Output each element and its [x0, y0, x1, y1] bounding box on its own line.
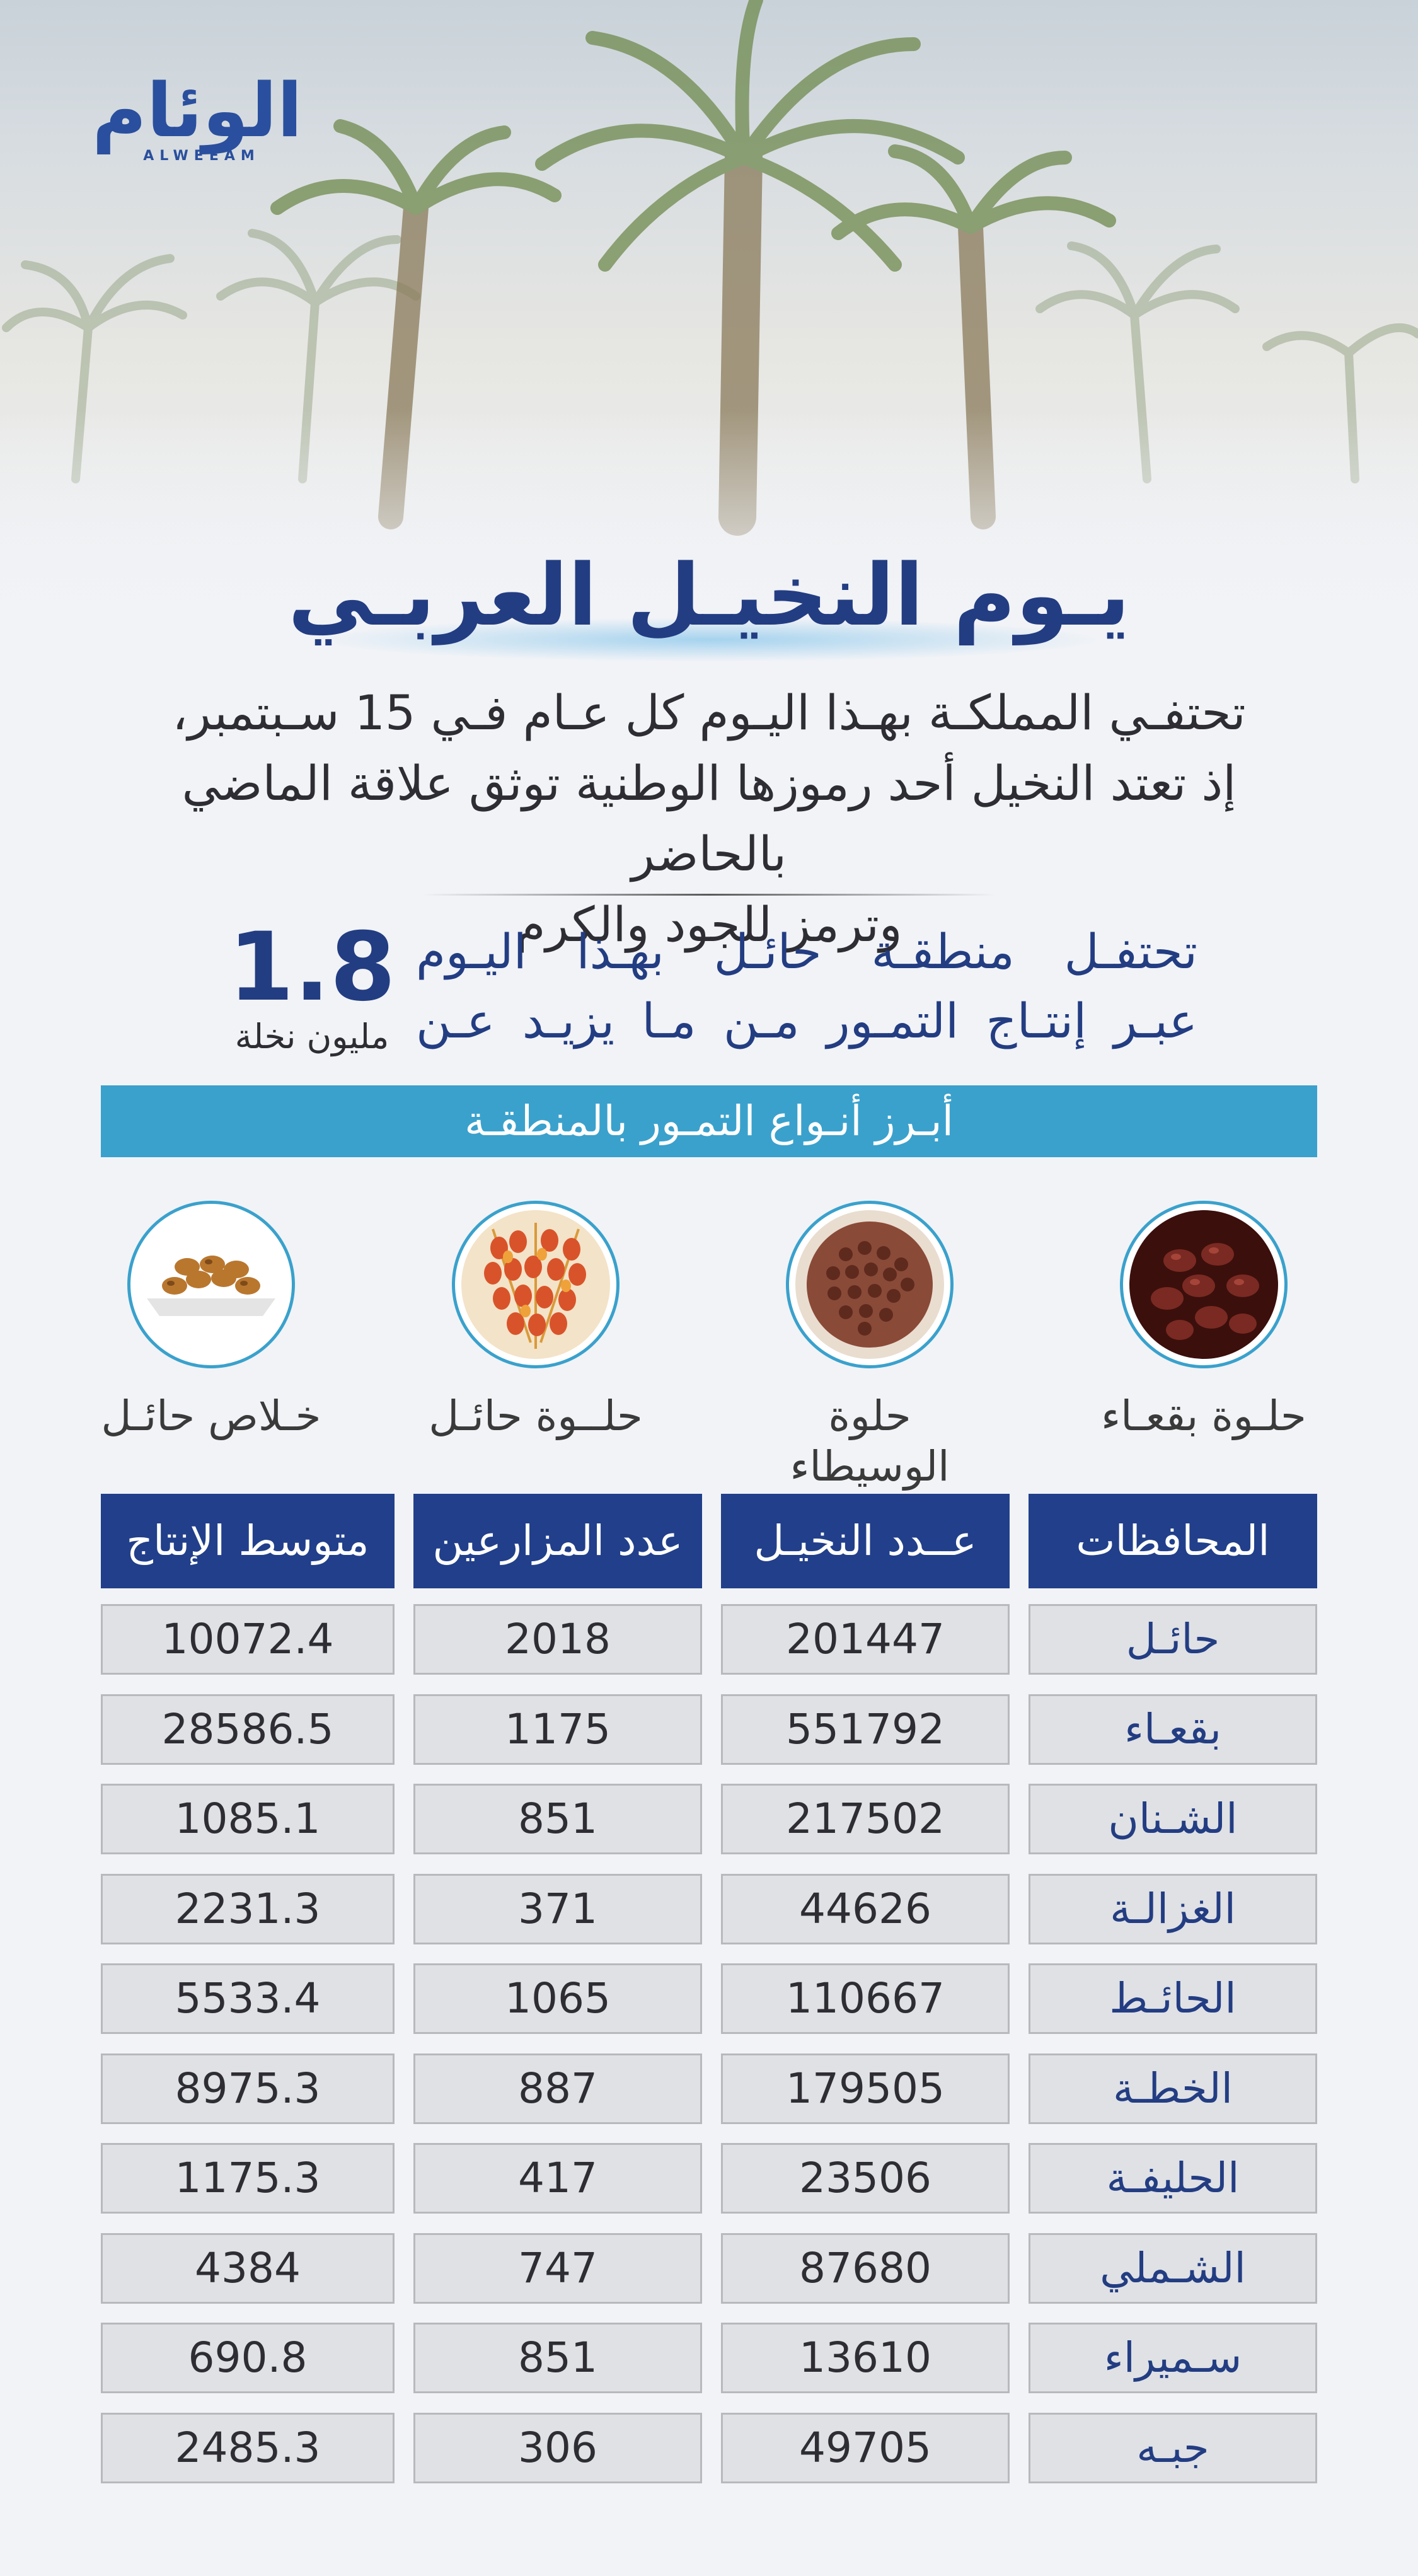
logo-arabic-text: الوئام: [92, 67, 303, 154]
cell-governorate: حائـل: [1029, 1604, 1317, 1675]
cell-avg-production: 2485.3: [101, 2412, 395, 2483]
cell-governorate: الشـملي: [1029, 2232, 1317, 2304]
cell-farmers: 747: [413, 2232, 702, 2304]
dates-bowl-icon: [1120, 1201, 1288, 1368]
variety-item: خـلاص حائـل: [85, 1201, 337, 1441]
page-title: يـوم النخيـل العربـي: [287, 546, 1131, 645]
varieties-section-title: أبـرز أنـواع التمـور بالمنطقـة: [101, 1085, 1317, 1157]
cell-avg-production: 1175.3: [101, 2143, 395, 2214]
cell-farmers: 887: [413, 2053, 702, 2124]
intro-line: تحتفـي المملكـة بهـذا اليـوم كل عـام فـي…: [172, 684, 1246, 741]
cell-governorate: الغزالـة: [1029, 1873, 1317, 1944]
cell-avg-production: 690.8: [101, 2323, 395, 2393]
cell-governorate: بقعـاء: [1029, 1694, 1317, 1765]
cell-palm-count: 87680: [721, 2232, 1010, 2304]
variety-name: حلــوة حائـل: [429, 1392, 643, 1440]
variety-name: حلوة الوسيطاء: [790, 1392, 950, 1491]
variety-name: خـلاص حائـل: [101, 1392, 321, 1440]
table-header-avg-production: متوسط الإنتاج: [101, 1494, 395, 1588]
stat-value: 1.8: [228, 913, 396, 1022]
hail-statement: تحتفـل منطقـة حائـل بهـذا اليـوم عبـر إن…: [416, 917, 1197, 1056]
cell-avg-production: 8975.3: [101, 2053, 395, 2124]
cell-avg-production: 1085.1: [101, 1784, 395, 1854]
table-header-governorates: المحافظات: [1029, 1494, 1317, 1588]
cell-palm-count: 44626: [721, 1873, 1010, 1944]
cell-governorate: الخطـة: [1029, 2053, 1317, 2124]
hail-line: عبـر إنتـاج التمـور مـن مـا يزيـد عـن: [416, 993, 1197, 1049]
variety-item: حلـوة بقعـاء: [1078, 1201, 1330, 1441]
dates-bunch-icon: [452, 1201, 620, 1368]
cell-farmers: 851: [413, 2323, 702, 2393]
dates-plate-icon: [127, 1201, 295, 1368]
hero-palm-image: [0, 0, 1418, 630]
cell-governorate: الحائـط: [1029, 1963, 1317, 2034]
alweeam-logo: الوئام ALWEEAM: [92, 67, 303, 167]
hail-line: تحتفـل منطقـة حائـل بهـذا اليـوم: [416, 923, 1197, 979]
intro-line: وترمز للجود والكرم: [516, 896, 902, 952]
cell-governorate: جبـه: [1029, 2412, 1317, 2483]
cell-avg-production: 2231.3: [101, 1873, 395, 1944]
variety-item: حلــوة حائـل: [410, 1201, 662, 1441]
divider-line: [422, 894, 996, 896]
title-highlight: [315, 618, 1103, 662]
cell-governorate: الشـنان: [1029, 1784, 1317, 1854]
logo-english-text: ALWEEAM: [143, 148, 260, 164]
cell-governorate: سـميراء: [1029, 2323, 1317, 2393]
table-header-palm-count: عــدد النخيـل: [721, 1494, 1010, 1588]
dates-tray-icon: [786, 1201, 954, 1368]
cell-farmers: 306: [413, 2412, 702, 2483]
stat-unit: مليون نخلة: [234, 1017, 389, 1056]
cell-avg-production: 5533.4: [101, 1963, 395, 2034]
cell-farmers: 1065: [413, 1963, 702, 2034]
palm-count-stat: 1.8 مليون نخلة: [224, 917, 400, 1056]
cell-avg-production: 4384: [101, 2232, 395, 2304]
cell-avg-production: 10072.4: [101, 1604, 395, 1675]
table-header-farmers: عدد المزارعين: [413, 1494, 702, 1588]
cell-farmers: 1175: [413, 1694, 702, 1765]
cell-governorate: الحليفـة: [1029, 2143, 1317, 2214]
intro-line: إذ تعتد النخيل أحد رموزها الوطنية توثق ع…: [182, 755, 1236, 882]
variety-item: حلوة الوسيطاء: [744, 1201, 996, 1492]
cell-palm-count: 110667: [721, 1963, 1010, 2034]
cell-palm-count: 23506: [721, 2143, 1010, 2214]
cell-farmers: 417: [413, 2143, 702, 2214]
cell-farmers: 2018: [413, 1604, 702, 1675]
cell-farmers: 851: [413, 1784, 702, 1854]
cell-farmers: 371: [413, 1873, 702, 1944]
variety-name: حلـوة بقعـاء: [1101, 1392, 1306, 1440]
cell-palm-count: 201447: [721, 1604, 1010, 1675]
cell-palm-count: 217502: [721, 1784, 1010, 1854]
cell-avg-production: 28586.5: [101, 1694, 395, 1765]
cell-palm-count: 179505: [721, 2053, 1010, 2124]
cell-palm-count: 13610: [721, 2323, 1010, 2393]
cell-palm-count: 551792: [721, 1694, 1010, 1765]
cell-palm-count: 49705: [721, 2412, 1010, 2483]
intro-paragraph: تحتفـي المملكـة بهـذا اليـوم كل عـام فـي…: [101, 678, 1317, 960]
palm-trees-illustration: [0, 0, 1418, 630]
